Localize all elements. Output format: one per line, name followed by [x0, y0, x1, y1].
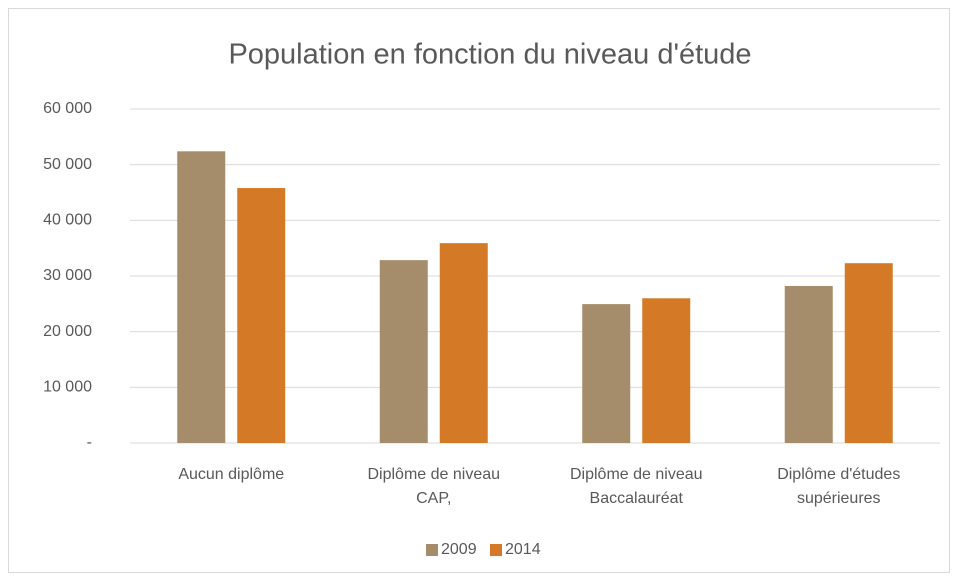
x-tick-label: Diplôme d'études supérieures: [777, 466, 900, 507]
bar: [642, 298, 691, 443]
y-tick-label: 40 000: [43, 212, 92, 229]
x-tick-label: Diplôme de niveau CAP,: [367, 466, 500, 507]
x-tick-label: Aucun diplôme: [178, 466, 284, 483]
bar: [784, 286, 833, 443]
legend-swatch: [426, 544, 438, 556]
y-tick-label: 60 000: [43, 100, 92, 117]
bar: [379, 260, 428, 443]
bar: [237, 188, 286, 443]
y-tick-label: 10 000: [43, 379, 92, 396]
legend-label: 2009: [441, 541, 477, 558]
y-tick-label: 20 000: [43, 323, 92, 340]
y-tick-label: 50 000: [43, 156, 92, 173]
y-tick-label: 30 000: [43, 267, 92, 284]
bar: [177, 151, 226, 443]
x-tick-label: Diplôme de niveau Baccalauréat: [570, 466, 703, 507]
bar: [844, 263, 893, 443]
bar: [439, 243, 488, 443]
y-tick-label: -: [87, 434, 92, 451]
legend-label: 2014: [505, 541, 541, 558]
legend-swatch: [490, 544, 502, 556]
bar: [582, 304, 631, 443]
chart-title: Population en fonction du niveau d'étude: [228, 39, 751, 71]
